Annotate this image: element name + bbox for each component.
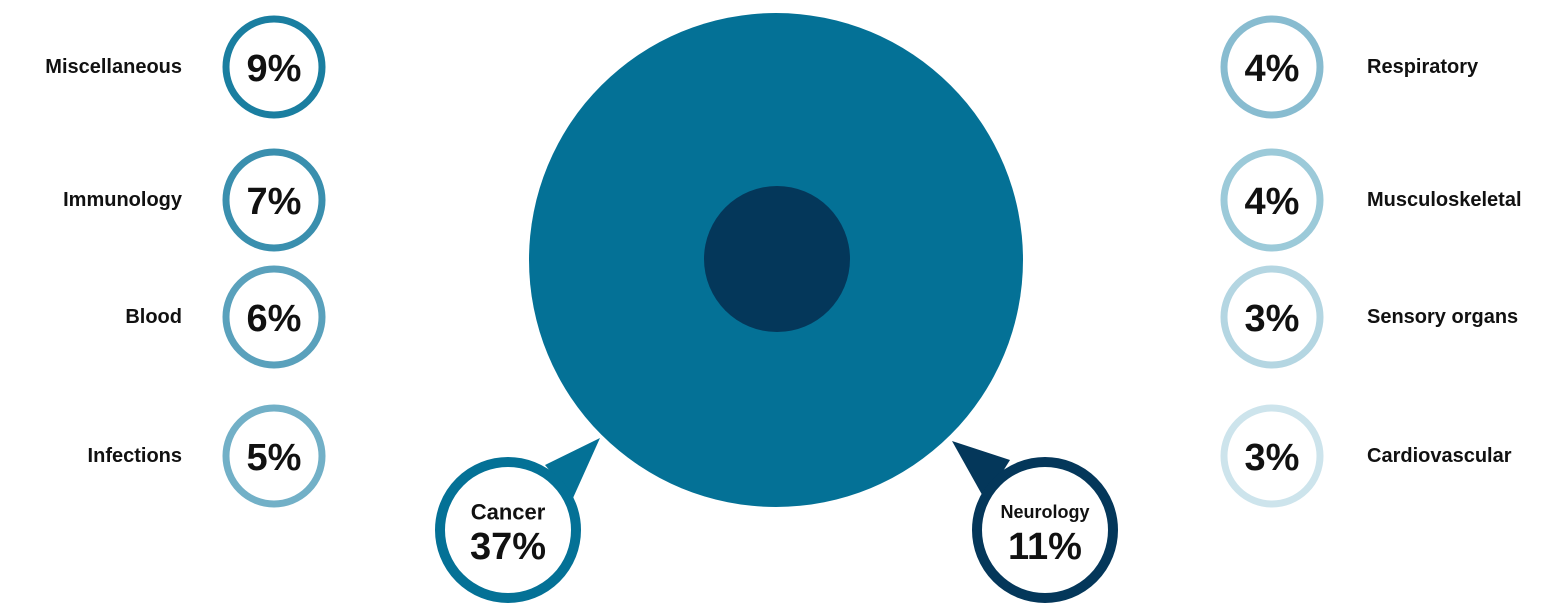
blood-value-label: 6% [247,298,302,340]
infections-ring [222,404,326,508]
immunology-category-label: Immunology [63,189,183,211]
cancer-category-label: Cancer [471,500,546,525]
cardiovascular-value-label: 3% [1245,437,1300,479]
sensory-organs-ring [1220,265,1324,369]
neurology-inner-circle [704,186,850,332]
cardiovascular-category-label: Cardiovascular [1367,445,1512,467]
cancer-callout-pointer [545,438,600,498]
blood-ring [222,265,326,369]
neurology-callout-ring [972,457,1118,603]
neurology-value-label: 11% [1008,526,1082,568]
cardiovascular-ring [1220,404,1324,508]
musculoskeletal-category-label: Musculoskeletal [1367,189,1522,211]
miscellaneous-category-label: Miscellaneous [45,56,182,78]
immunology-ring [222,148,326,252]
infections-value-label: 5% [247,437,302,479]
miscellaneous-ring [222,15,326,119]
sensory-organs-value-label: 3% [1245,298,1300,340]
sensory-organs-category-label: Sensory organs [1367,306,1518,328]
infections-category-label: Infections [88,445,182,467]
neurology-callout-pointer [952,441,1010,500]
cancer-value-label: 37% [470,526,546,568]
miscellaneous-value-label: 9% [247,48,302,90]
immunology-value-label: 7% [247,181,302,223]
neurology-category-label: Neurology [1000,502,1089,522]
musculoskeletal-ring [1220,148,1324,252]
respiratory-category-label: Respiratory [1367,56,1479,78]
respiratory-value-label: 4% [1245,48,1300,90]
respiratory-ring [1220,15,1324,119]
cancer-callout-ring [435,457,581,603]
blood-category-label: Blood [125,306,182,328]
musculoskeletal-value-label: 4% [1245,181,1300,223]
